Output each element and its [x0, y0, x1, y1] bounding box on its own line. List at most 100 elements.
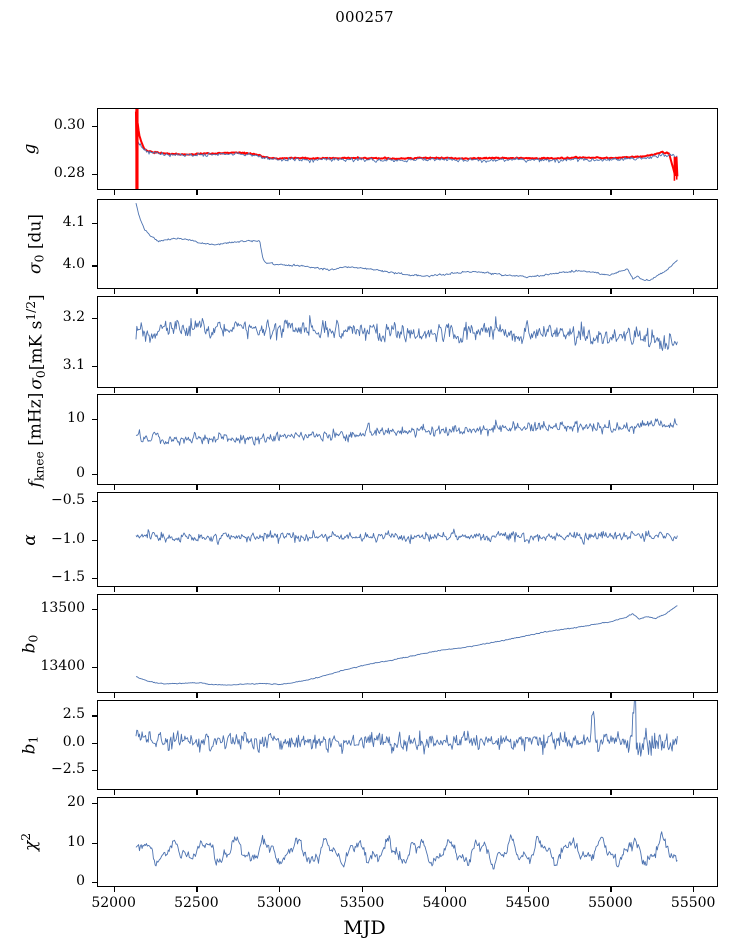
x-tick-mark-b1-3 [362, 790, 364, 795]
plot-panel-gain [97, 108, 718, 190]
x-tick-mark-b0-4 [444, 693, 446, 698]
y-tick-label-sigma0-du-0: 4.0 [62, 256, 85, 273]
y-tick-label-chi2-1: 10 [67, 833, 85, 850]
x-tick-mark-sigma0-mk-0 [113, 388, 115, 393]
series-fknee [135, 418, 678, 446]
x-tick-mark-alpha-5 [527, 587, 529, 592]
x-tick-mark-alpha-1 [196, 587, 198, 592]
y-tick-mark-b0-0 [92, 666, 97, 668]
y-tick-label-b0-1: 13500 [40, 599, 85, 616]
x-tick-mark-chi2-7 [693, 887, 695, 892]
y-tick-label-gain-1: 0.30 [53, 117, 85, 134]
x-tick-mark-chi2-1 [196, 887, 198, 892]
x-tick-label-2: 53000 [256, 895, 302, 911]
plot-area-sigma0-du [135, 203, 678, 282]
y-tick-mark-alpha-2 [92, 501, 97, 503]
x-tick-label-5: 54500 [505, 895, 550, 911]
y-tick-label-chi2-0: 0 [76, 873, 85, 890]
y-tick-mark-b1-2 [92, 715, 97, 717]
plot-area-gain [134, 109, 679, 189]
y-tick-label-fknee-1: 10 [67, 409, 85, 426]
x-tick-label-3: 53500 [339, 895, 385, 911]
plot-area-chi2 [135, 831, 678, 870]
y-tick-mark-alpha-1 [92, 539, 97, 541]
y-tick-mark-fknee-1 [92, 418, 97, 420]
plot-panel-b0 [97, 594, 718, 693]
plot-panel-b1 [97, 700, 718, 790]
x-tick-mark-sigma0-du-2 [279, 289, 281, 294]
x-tick-mark-b0-5 [527, 693, 529, 698]
y-axis-label-sigma0-mk: σ0[mK s1/2] [24, 294, 48, 390]
plot-area-sigma0-mk [135, 315, 678, 351]
x-tick-mark-sigma0-mk-7 [693, 388, 695, 393]
x-tick-mark-sigma0-du-6 [610, 289, 612, 294]
y-axis-label-sigma0-du: σ0 [du] [25, 214, 47, 274]
x-tick-mark-sigma0-mk-1 [196, 388, 198, 393]
x-tick-mark-alpha-4 [444, 587, 446, 592]
series-b0 [135, 605, 678, 686]
y-tick-label-chi2-2: 20 [67, 793, 85, 810]
x-tick-mark-sigma0-du-7 [693, 289, 695, 294]
x-tick-mark-sigma0-du-0 [113, 289, 115, 294]
x-tick-mark-gain-7 [693, 190, 695, 195]
x-tick-label-0: 52000 [91, 895, 136, 911]
figure-title: 000257 [335, 8, 394, 26]
x-tick-mark-sigma0-du-4 [444, 289, 446, 294]
series-gain-measured-blue [135, 136, 678, 164]
x-tick-mark-fknee-2 [279, 485, 281, 490]
y-tick-mark-b1-1 [92, 742, 97, 744]
plot-panel-fknee [97, 394, 718, 485]
x-tick-mark-b1-0 [113, 790, 115, 795]
plot-panel-sigma0-mk [97, 296, 718, 388]
plot-panel-chi2 [97, 797, 718, 887]
plot-area-b0 [135, 605, 678, 686]
y-tick-mark-b0-1 [92, 608, 97, 610]
x-tick-mark-gain-5 [527, 190, 529, 195]
y-tick-mark-sigma0-du-0 [92, 265, 97, 267]
x-tick-mark-gain-1 [196, 190, 198, 195]
x-tick-mark-b0-2 [279, 693, 281, 698]
y-tick-mark-chi2-1 [92, 842, 97, 844]
y-tick-label-b1-0: −2.5 [51, 761, 85, 778]
x-tick-mark-chi2-4 [444, 887, 446, 892]
x-tick-mark-b0-0 [113, 693, 115, 698]
x-tick-mark-gain-4 [444, 190, 446, 195]
x-tick-mark-chi2-5 [527, 887, 529, 892]
y-tick-mark-chi2-2 [92, 802, 97, 805]
y-tick-label-alpha-1: −1.0 [51, 530, 85, 547]
series-sigma0-mk [135, 315, 678, 351]
y-tick-mark-sigma0-mk-0 [92, 366, 97, 368]
x-tick-mark-b1-4 [444, 790, 446, 795]
y-tick-mark-gain-1 [92, 126, 97, 128]
y-tick-label-sigma0-mk-0: 3.1 [62, 357, 85, 374]
y-tick-label-b1-2: 2.5 [62, 706, 85, 723]
x-tick-mark-b1-1 [196, 790, 198, 795]
series-chi2 [135, 831, 678, 870]
y-axis-label-b1: b1 [19, 735, 41, 755]
series-alpha [135, 528, 678, 546]
x-tick-label-4: 54000 [422, 895, 468, 911]
x-tick-mark-fknee-1 [196, 485, 198, 490]
x-tick-mark-b0-7 [693, 693, 695, 698]
y-tick-mark-fknee-0 [92, 474, 97, 476]
x-tick-mark-sigma0-du-5 [527, 289, 529, 294]
x-tick-mark-chi2-3 [362, 887, 364, 892]
x-tick-mark-fknee-3 [362, 485, 364, 490]
y-axis-label-chi2: χ2 [18, 832, 42, 852]
x-tick-label-1: 52500 [174, 895, 219, 911]
x-tick-mark-alpha-3 [362, 587, 364, 592]
series-gain-model-red [134, 111, 679, 180]
x-tick-mark-gain-2 [279, 190, 281, 195]
y-tick-mark-alpha-0 [92, 577, 97, 579]
x-tick-mark-b0-6 [610, 693, 612, 698]
x-tick-mark-b1-5 [527, 790, 529, 795]
x-tick-mark-fknee-0 [113, 485, 115, 490]
y-tick-label-fknee-0: 0 [76, 465, 85, 481]
x-tick-mark-b1-7 [693, 790, 695, 795]
plot-area-alpha [135, 528, 678, 546]
x-tick-mark-sigma0-du-1 [196, 289, 198, 294]
y-tick-label-gain-0: 0.28 [53, 165, 85, 182]
x-tick-mark-b0-1 [196, 693, 198, 698]
series-sigma0-du [135, 203, 678, 282]
y-tick-mark-sigma0-du-1 [92, 222, 97, 224]
